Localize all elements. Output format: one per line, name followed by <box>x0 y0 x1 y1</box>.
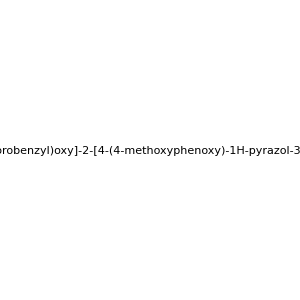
Text: 5-[(4-fluorobenzyl)oxy]-2-[4-(4-methoxyphenoxy)-1H-pyrazol-3-yl]phenol: 5-[(4-fluorobenzyl)oxy]-2-[4-(4-methoxyp… <box>0 146 300 157</box>
